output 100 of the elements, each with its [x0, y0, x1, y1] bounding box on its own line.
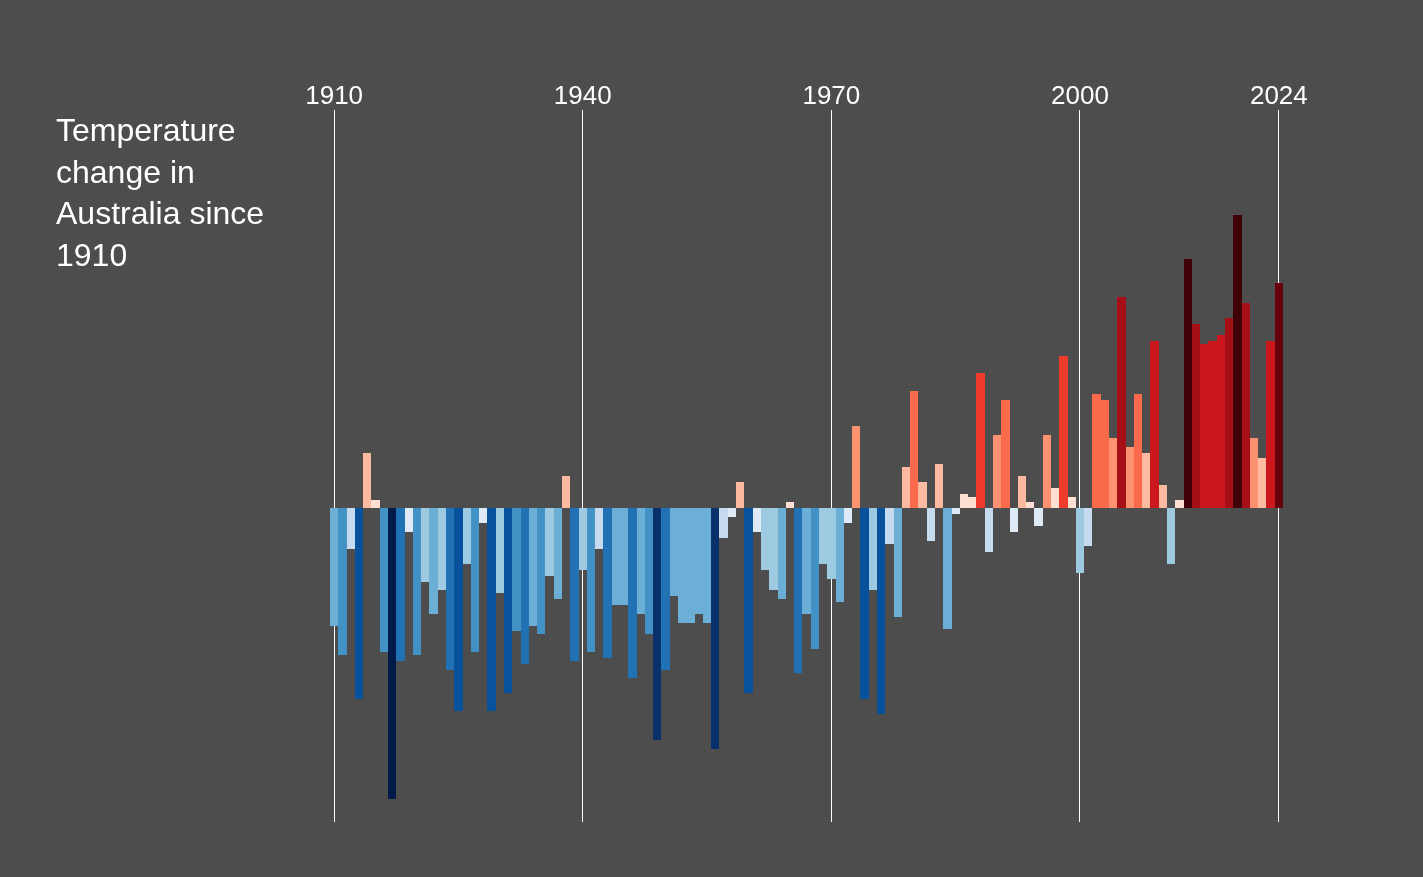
bar	[463, 508, 471, 564]
bar	[1175, 500, 1184, 508]
bar	[661, 508, 670, 670]
bar	[512, 508, 521, 631]
bar	[852, 426, 860, 508]
bar	[910, 391, 918, 508]
bar	[1126, 447, 1134, 508]
bar	[562, 476, 570, 508]
x-tick-label: 1970	[802, 79, 861, 110]
bar	[355, 508, 363, 699]
bar	[570, 508, 579, 661]
bar	[487, 508, 496, 711]
bar	[1059, 356, 1068, 508]
bar	[438, 508, 446, 590]
chart-title: Temperature change in Australia since 1910	[56, 112, 265, 273]
x-tick-label: 1940	[553, 79, 612, 110]
bar	[786, 502, 794, 508]
bar	[927, 508, 935, 541]
bar	[429, 508, 438, 614]
bar	[1192, 324, 1200, 508]
bar	[380, 508, 388, 652]
bar	[653, 508, 661, 740]
bar	[836, 508, 844, 602]
bar	[1084, 508, 1092, 546]
bar	[1266, 341, 1275, 508]
bar	[338, 508, 347, 655]
x-tick-label: 2000	[1051, 79, 1109, 110]
bar	[744, 508, 753, 693]
bar	[728, 508, 736, 517]
bar	[421, 508, 429, 582]
bar	[1068, 497, 1076, 508]
bar	[1225, 318, 1233, 508]
bar	[1034, 508, 1043, 526]
bar	[753, 508, 761, 532]
bar	[405, 508, 413, 532]
bar	[504, 508, 512, 693]
bar	[396, 508, 405, 661]
bar	[628, 508, 637, 678]
x-tick-label: 1910	[305, 79, 364, 110]
bar	[1043, 435, 1051, 508]
bar	[811, 508, 819, 649]
bar	[529, 508, 537, 626]
bar	[537, 508, 545, 634]
bar	[545, 508, 554, 576]
bar	[637, 508, 645, 614]
bar	[985, 508, 993, 552]
bar	[719, 508, 728, 538]
bar	[976, 373, 985, 508]
bar	[330, 508, 338, 626]
bar	[860, 508, 869, 699]
bar	[794, 508, 802, 673]
bar	[645, 508, 653, 634]
bar	[1233, 215, 1242, 508]
bar	[993, 435, 1001, 508]
bar	[902, 467, 910, 508]
bar	[454, 508, 463, 711]
bar	[1010, 508, 1018, 532]
bar	[1184, 259, 1192, 508]
bar	[1117, 297, 1126, 508]
bar	[388, 508, 396, 799]
bar	[595, 508, 603, 549]
bar	[579, 508, 587, 570]
bar	[587, 508, 595, 652]
bar	[1142, 453, 1150, 508]
bar	[1167, 508, 1175, 564]
bar	[778, 508, 786, 599]
bar	[471, 508, 479, 652]
bar	[711, 508, 719, 749]
bar	[877, 508, 885, 714]
bar	[446, 508, 454, 670]
bar	[1018, 476, 1026, 508]
bar	[869, 508, 877, 590]
bar	[603, 508, 612, 658]
bar	[1026, 502, 1034, 508]
bar	[521, 508, 529, 664]
bar	[413, 508, 421, 655]
bar	[1250, 438, 1258, 508]
bar	[1076, 508, 1084, 573]
bar	[1109, 438, 1117, 508]
bar	[802, 508, 811, 614]
bar	[371, 500, 380, 508]
bar	[943, 508, 952, 629]
bar	[1001, 400, 1010, 508]
bar	[1159, 485, 1167, 508]
bar	[1242, 303, 1250, 508]
bar	[894, 508, 902, 617]
bar	[1275, 283, 1283, 508]
bar	[347, 508, 355, 549]
bar	[1258, 458, 1266, 508]
bar	[935, 464, 943, 508]
bar	[1150, 341, 1159, 508]
bar	[736, 482, 744, 508]
bar	[496, 508, 504, 593]
bar	[363, 453, 371, 508]
bar	[885, 508, 894, 544]
bar	[918, 482, 927, 508]
bar	[1051, 488, 1059, 508]
bar	[844, 508, 852, 523]
bar	[1134, 394, 1142, 508]
bar	[479, 508, 487, 523]
